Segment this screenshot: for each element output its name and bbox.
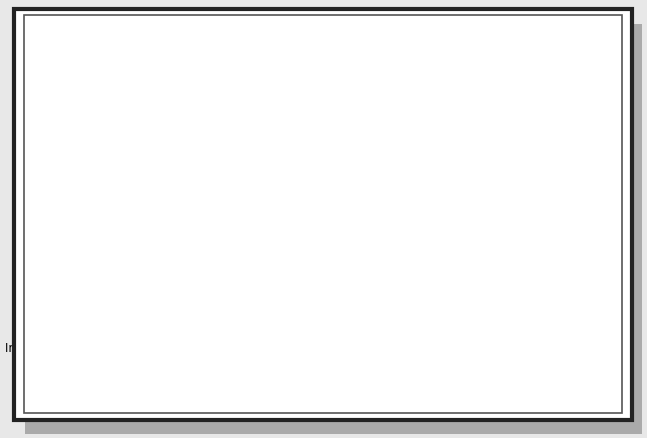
- Ellipse shape: [153, 130, 494, 295]
- Text: Space between Inner
and Outer Membranes: Space between Inner and Outer Membranes: [21, 67, 184, 150]
- Text: Matrix: Matrix: [388, 230, 560, 254]
- Ellipse shape: [424, 214, 455, 244]
- Ellipse shape: [118, 113, 529, 312]
- Text: Inner Mitochondrial
Membrane: Inner Mitochondrial Membrane: [5, 283, 166, 371]
- Text: Cristae: Cristae: [253, 302, 295, 381]
- Ellipse shape: [184, 214, 217, 247]
- Text: Outer Mitochondrial
Membrane: Outer Mitochondrial Membrane: [296, 24, 413, 112]
- Ellipse shape: [432, 187, 461, 212]
- Text: 70S Ribosomes: 70S Ribosomes: [400, 158, 613, 199]
- Ellipse shape: [179, 180, 212, 212]
